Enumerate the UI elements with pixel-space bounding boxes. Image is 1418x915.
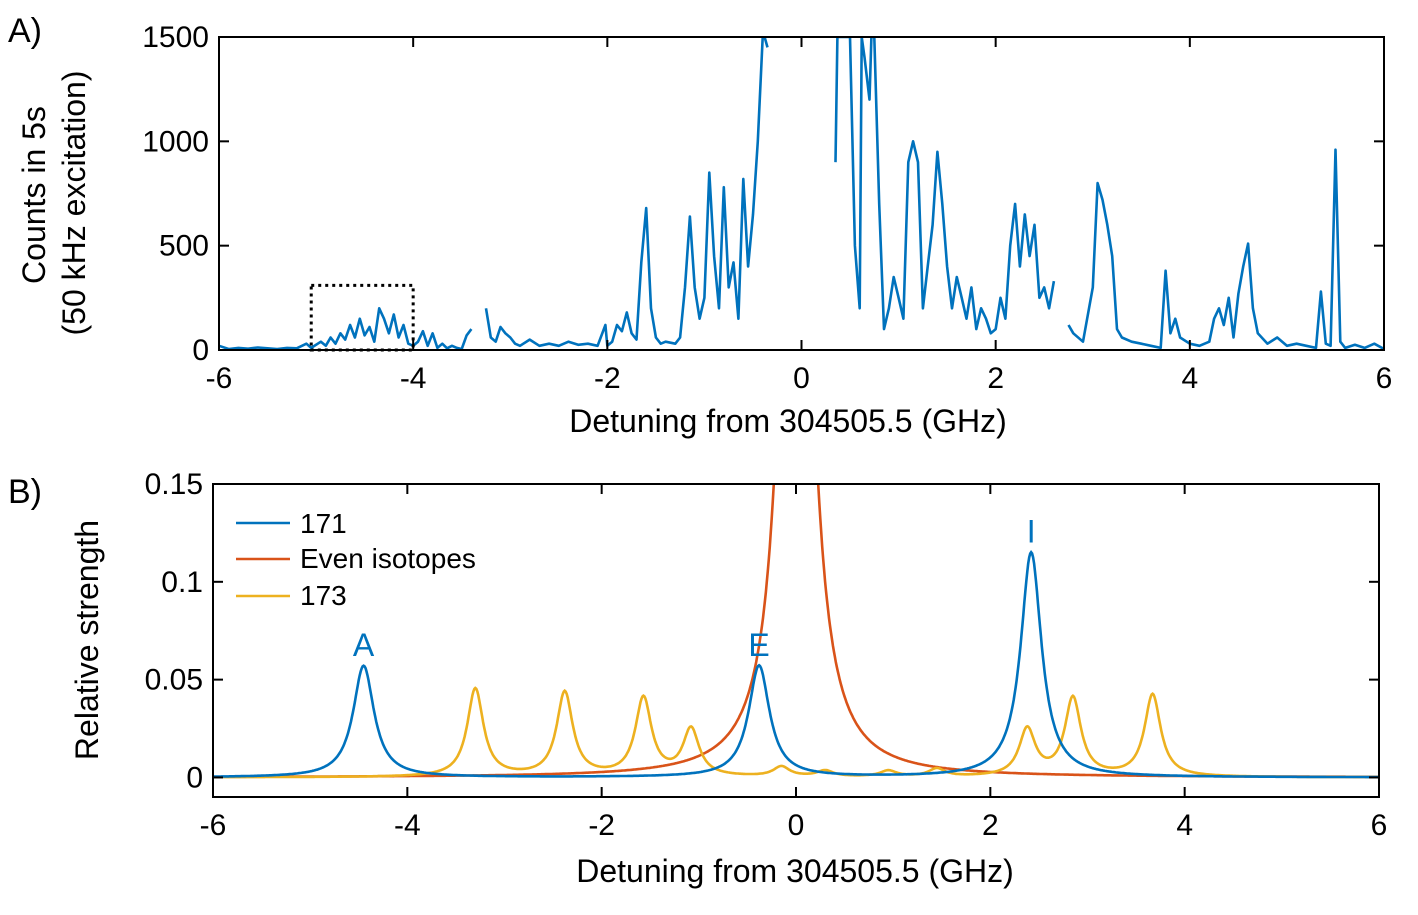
panel-b-annotations: A E I	[353, 514, 1036, 663]
legend-label-171: 171	[300, 508, 347, 539]
panel-a-ytick-label-3: 1500	[142, 21, 209, 54]
panel-a-xtick-label-6: 6	[1376, 362, 1393, 395]
series-even-isotopes-curve	[213, 484, 1379, 779]
panel-a-axes-box	[218, 36, 1385, 351]
panel-b-ytick-label-1: 0.05	[145, 664, 203, 697]
counts-trace-segment-1	[484, 37, 769, 348]
panel-a-xlabel: Detuning from 304505.5 (GHz)	[569, 403, 1007, 439]
panel-a-plot	[219, 37, 1384, 350]
panel-a-ytick-label-2: 1000	[142, 125, 209, 158]
panel-a-xtick-label-0: -6	[206, 362, 233, 395]
panel-b-legend: 171 Even isotopes 173	[236, 508, 476, 611]
panel-b: B) -6 -4 -2 0 2 4 6 0 0.05 0.1 0.15 Detuning from …	[8, 468, 1388, 889]
panel-b-xtick-label-6: 6	[1371, 809, 1388, 842]
panel-b-xlabel: Detuning from 304505.5 (GHz)	[576, 853, 1014, 889]
panel-a-xtick-label-4: 2	[987, 362, 1004, 395]
counts-trace-segment-2	[834, 37, 1056, 335]
panel-a-xtick-label-2: -2	[594, 362, 621, 395]
panel-a-ticks: -6 -4 -2 0 2 4 6 0 500 1000 1500	[142, 21, 1392, 395]
panel-a-ylabel-line2: (50 kHz excitation)	[56, 71, 92, 336]
peak-label-i: I	[1027, 514, 1036, 550]
panel-a: A) -6 -4 -2 0 2 4 6 0 500 1000 1500 Detuning from …	[8, 12, 1392, 439]
panel-b-ticks: -6 -4 -2 0 2 4 6 0 0.05 0.1 0.15	[145, 468, 1388, 842]
highlight-dotted-box	[309, 283, 415, 352]
panel-b-ytick-label-2: 0.1	[161, 566, 203, 599]
series-171-curve	[213, 549, 1379, 779]
legend-label-even-isotopes: Even isotopes	[300, 543, 476, 574]
panel-b-ytick-label-0: 0	[186, 761, 203, 794]
panel-a-xtick-label-3: 0	[793, 362, 810, 395]
panel-b-plot	[213, 484, 1379, 779]
counts-trace-segment-0	[219, 307, 473, 350]
peak-label-a: A	[353, 627, 375, 663]
counts-trace-segment-3	[1067, 148, 1384, 350]
panel-b-ylabel: Relative strength	[69, 520, 105, 760]
panel-b-label: B)	[8, 473, 42, 511]
legend-label-173: 173	[300, 580, 347, 611]
panel-b-xtick-label-4: 2	[982, 809, 999, 842]
panel-b-xtick-label-2: -2	[588, 809, 615, 842]
panel-b-xtick-label-5: 4	[1176, 809, 1193, 842]
panel-b-xtick-label-3: 0	[788, 809, 805, 842]
panel-a-xtick-label-5: 4	[1181, 362, 1198, 395]
panel-a-label: A)	[8, 12, 42, 50]
panel-a-ylabel-line1: Counts in 5s	[16, 106, 52, 284]
panel-a-xtick-label-1: -4	[400, 362, 427, 395]
panel-b-xtick-label-1: -4	[394, 809, 421, 842]
panel-b-axes-box	[212, 483, 1380, 798]
series-173-curve	[213, 686, 1379, 779]
panel-a-ytick-label-1: 500	[159, 230, 209, 263]
peak-label-e: E	[748, 627, 769, 663]
panel-b-xtick-label-0: -6	[200, 809, 227, 842]
panel-a-ytick-label-0: 0	[192, 334, 209, 367]
panel-b-ytick-label-3: 0.15	[145, 468, 203, 501]
